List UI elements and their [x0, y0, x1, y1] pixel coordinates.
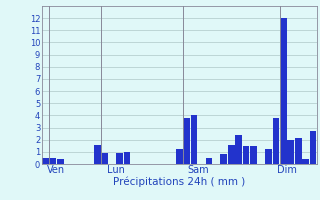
Bar: [265, 149, 272, 164]
Bar: [310, 131, 316, 164]
Bar: [250, 146, 257, 164]
X-axis label: Précipitations 24h ( mm ): Précipitations 24h ( mm ): [113, 177, 245, 187]
Bar: [116, 153, 123, 164]
Bar: [273, 118, 279, 164]
Bar: [228, 145, 235, 164]
Bar: [183, 118, 190, 164]
Bar: [101, 153, 108, 164]
Bar: [220, 154, 227, 164]
Bar: [302, 159, 309, 164]
Bar: [57, 159, 64, 164]
Bar: [287, 140, 294, 164]
Bar: [94, 145, 101, 164]
Bar: [243, 146, 250, 164]
Bar: [42, 158, 49, 164]
Bar: [295, 138, 301, 164]
Bar: [124, 152, 131, 164]
Bar: [206, 158, 212, 164]
Bar: [235, 135, 242, 164]
Bar: [280, 18, 287, 164]
Bar: [49, 158, 56, 164]
Bar: [191, 115, 197, 164]
Bar: [176, 149, 182, 164]
